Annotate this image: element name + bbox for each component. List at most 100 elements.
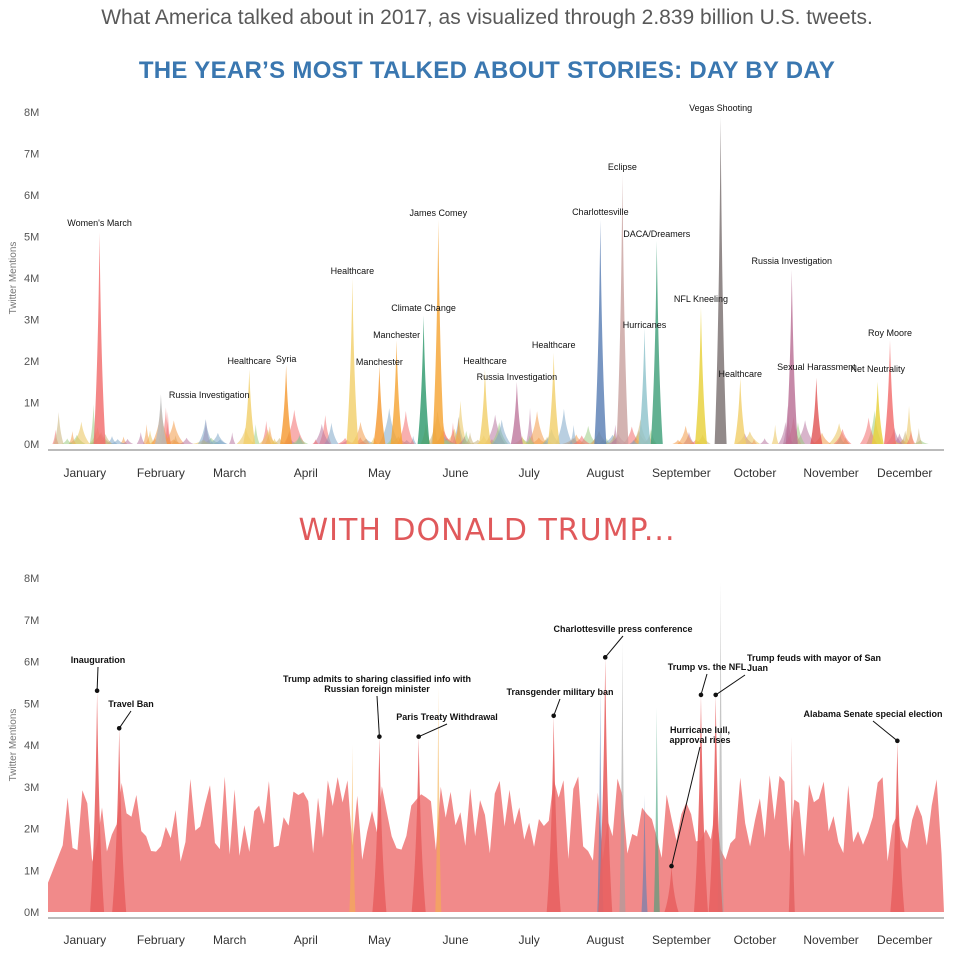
background-peak <box>492 419 511 444</box>
story-label-eclipse: Eclipse <box>608 162 637 172</box>
story-peak-nfl-kneeling <box>694 307 707 444</box>
event-leader-inauguration <box>96 666 99 691</box>
background-peak <box>465 432 475 444</box>
bot-month-october: October <box>734 933 777 947</box>
bot-month-august: August <box>587 933 625 947</box>
story-label-russia-investigation: Russia Investigation <box>752 256 833 266</box>
trump-mentions-area <box>48 775 944 912</box>
background-peak <box>915 427 923 444</box>
event-peak-trump-admits-to-sharing-classified-info-with-russian-foreign-minister <box>372 736 387 912</box>
background-peak <box>197 419 214 444</box>
background-peak <box>449 422 457 444</box>
bot-month-february: February <box>137 933 185 947</box>
event-leader-hurricane-lull-approval-rises <box>671 746 701 867</box>
event-leader-trump-admits-to-sharing-classified-info-with-russian-foreign-minister <box>376 695 380 737</box>
background-peak <box>759 438 770 444</box>
background-peak <box>313 423 331 444</box>
background-peak <box>72 421 90 444</box>
top-y-axis-label: Twitter Mentions <box>8 242 19 315</box>
top-month-march: March <box>213 466 246 480</box>
background-peak <box>573 435 591 444</box>
bottom-chart-title: WITH DONALD TRUMP... <box>298 513 676 548</box>
story-label-syria: Syria <box>276 354 297 364</box>
bot-y-axis-label: Twitter Mentions <box>8 709 19 782</box>
event-label-trump-vs-the-nfl: Trump vs. the NFL <box>668 662 747 672</box>
story-label-sexual-harassment: Sexual Harassment <box>777 362 856 372</box>
story-label-healthcare: Healthcare <box>532 340 576 350</box>
story-label-healthcare: Healthcare <box>228 356 272 366</box>
bot-month-september: September <box>652 933 711 947</box>
event-leader-travel-ban <box>118 710 132 729</box>
story-peak-healthcare <box>346 278 359 444</box>
bot-month-december: December <box>877 933 932 947</box>
bot-month-november: November <box>803 933 858 947</box>
bot-y-tick: 7M <box>24 615 39 627</box>
bot-y-tick: 1M <box>24 865 39 877</box>
story-label-women-s-march: Women's March <box>67 218 132 228</box>
story-peak-net-neutrality <box>871 381 884 444</box>
event-leader-paris-treaty-withdrawal <box>418 723 448 738</box>
story-peak-manchester <box>390 340 403 444</box>
page-title: What America talked about in 2017, as vi… <box>101 6 873 29</box>
event-label-trump-admits-to-sharing-classified-info-with-russian-foreign-minister: Trump admits to sharing classified info … <box>283 674 471 694</box>
top-month-january: January <box>63 466 106 480</box>
background-story-peak <box>717 582 724 912</box>
story-label-russia-investigation: Russia Investigation <box>477 372 558 382</box>
story-peak-healthcare <box>478 369 491 444</box>
background-story-peak <box>653 707 660 912</box>
event-leader-charlottesville-press-conference <box>604 635 624 658</box>
event-marker-trump-admits-to-sharing-classified-info-with-russian-foreign-minister <box>377 734 382 739</box>
top-month-september: September <box>652 466 711 480</box>
story-peak-daca-dreamers <box>650 240 663 444</box>
background-peak <box>259 429 277 444</box>
top-y-tick: 1M <box>24 398 39 410</box>
event-label-paris-treaty-withdrawal: Paris Treaty Withdrawal <box>396 712 497 722</box>
event-label-charlottesville-press-conference: Charlottesville press conference <box>553 624 692 634</box>
background-story-peak <box>435 686 442 912</box>
background-peak <box>109 439 126 444</box>
event-peak-charlottesville-press-conference <box>598 657 613 912</box>
background-story-peak <box>788 736 795 912</box>
bot-y-tick: 5M <box>24 698 39 710</box>
top-y-tick: 7M <box>24 149 39 161</box>
story-label-russia-investigation: Russia Investigation <box>169 390 250 400</box>
event-peak-travel-ban <box>112 728 127 912</box>
story-label-charlottesville: Charlottesville <box>572 207 629 217</box>
top-y-tick: 2M <box>24 356 39 368</box>
story-peak-hurricanes <box>638 327 651 444</box>
background-peak <box>324 422 339 444</box>
story-peak-sexual-harassment <box>810 377 823 444</box>
event-marker-paris-treaty-withdrawal <box>416 734 421 739</box>
bot-month-march: March <box>213 933 246 947</box>
background-peak <box>569 425 578 444</box>
story-label-healthcare: Healthcare <box>331 266 375 276</box>
story-label-roy-moore: Roy Moore <box>868 328 912 338</box>
background-peak <box>906 430 916 444</box>
event-peak-alabama-senate-special-election <box>890 740 905 912</box>
top-month-may: May <box>368 466 391 480</box>
story-peak-vegas-shooting <box>714 116 727 445</box>
bot-y-tick: 0M <box>24 907 39 919</box>
top-y-tick: 3M <box>24 315 39 327</box>
top-y-tick: 8M <box>24 107 39 119</box>
event-peak-paris-treaty-withdrawal <box>411 736 426 912</box>
event-leader-alabama-senate-special-election <box>872 720 898 742</box>
story-label-manchester: Manchester <box>373 330 420 340</box>
story-peak-russia-investigation <box>785 269 798 444</box>
story-peak-women-s-march <box>93 232 106 444</box>
event-marker-alabama-senate-special-election <box>895 738 900 744</box>
bot-month-may: May <box>368 933 391 947</box>
story-peak-charlottesville <box>594 219 607 444</box>
story-peak-healthcare <box>547 352 560 444</box>
event-marker-inauguration <box>94 688 100 694</box>
top-month-june: June <box>442 466 468 480</box>
story-peak-syria <box>280 365 293 444</box>
story-peak-roy-moore <box>883 340 896 444</box>
top-chart-title: THE YEAR’S MOST TALKED ABOUT STORIES: DA… <box>138 57 836 84</box>
top-y-tick: 5M <box>24 232 39 244</box>
background-peak <box>555 408 573 444</box>
story-label-nfl-kneeling: NFL Kneeling <box>674 294 728 304</box>
bot-y-tick: 3M <box>24 782 39 794</box>
story-label-healthcare: Healthcare <box>718 369 762 379</box>
top-month-august: August <box>587 466 625 480</box>
